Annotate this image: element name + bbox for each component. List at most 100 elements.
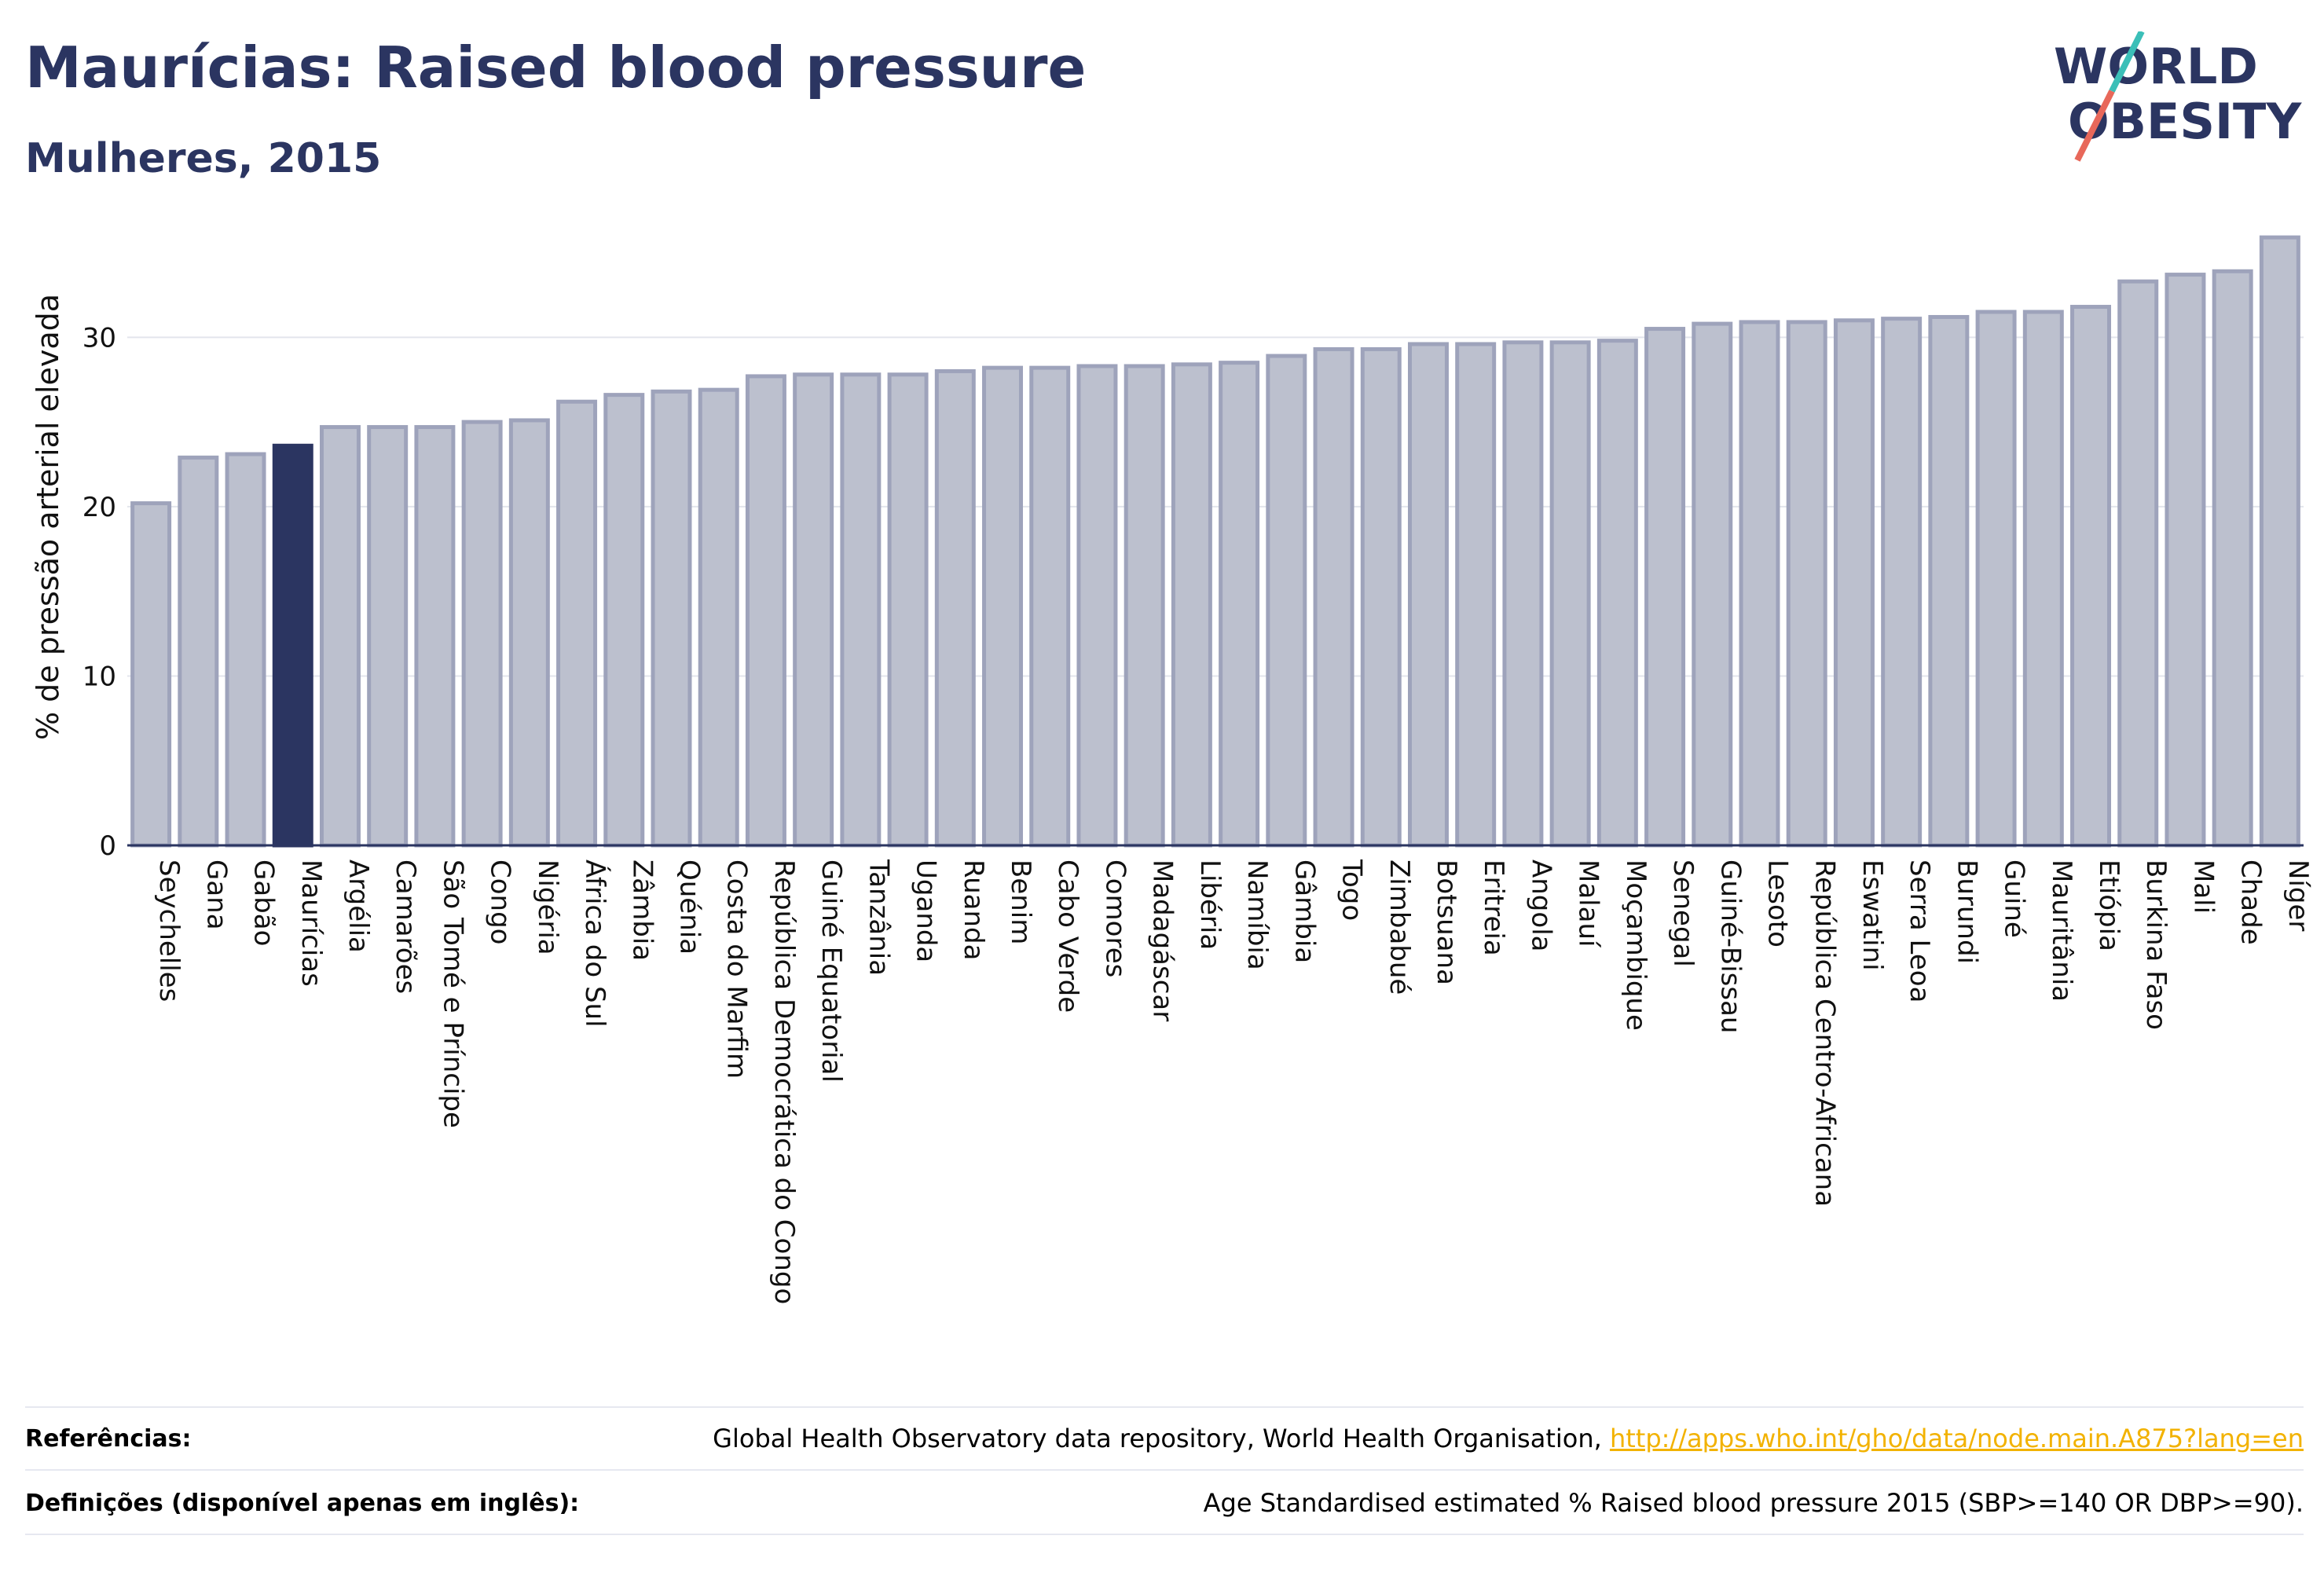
x-tick-label: Argélia — [343, 859, 374, 953]
bar — [1786, 320, 1827, 848]
x-tick-label: Gâmbia — [1288, 859, 1320, 963]
x-tick-label: Namíbia — [1241, 859, 1273, 970]
bar — [1881, 317, 1923, 848]
bar — [1407, 342, 1449, 848]
bar — [982, 365, 1024, 848]
x-tick-label: Congo — [485, 859, 516, 944]
x-tick-label: Lesoto — [1762, 859, 1794, 947]
bar — [1833, 318, 1875, 848]
x-tick-label: Togo — [1336, 859, 1368, 921]
bar — [1029, 365, 1071, 848]
x-tick-label: Eswatini — [1857, 859, 1888, 971]
x-tick-label: Zâmbia — [626, 859, 658, 961]
bar — [225, 452, 266, 848]
footer-divider-middle — [25, 1469, 2304, 1471]
x-tick-label: Malauí — [1573, 859, 1604, 948]
y-tick-label: 20 — [82, 492, 116, 523]
x-tick-label: África do Sul — [579, 859, 611, 1028]
x-tick-label: República Democrática do Congo — [768, 859, 800, 1304]
x-tick-label: Níger — [2282, 859, 2314, 931]
x-tick-label: Moçambique — [1620, 859, 1651, 1031]
x-tick-label: São Tomé e Príncipe — [437, 859, 468, 1128]
world-obesity-logo: WORLD OBESITY — [2054, 31, 2302, 162]
bar — [414, 425, 456, 848]
x-tick-label: Zimbabué — [1384, 859, 1415, 995]
bar — [1502, 340, 1544, 848]
x-tick-label: Gana — [200, 859, 232, 930]
bar — [508, 418, 550, 848]
x-tick-label: Cabo Verde — [1052, 859, 1083, 1013]
page-title: Maurícias: Raised blood pressure — [25, 35, 1087, 101]
bar — [1596, 339, 1638, 848]
bar — [934, 368, 976, 848]
page-subtitle: Mulheres, 2015 — [25, 135, 382, 182]
y-axis-label: % de pressão arterial elevada — [31, 294, 65, 740]
bar — [1928, 314, 1970, 848]
bar — [1692, 321, 1733, 848]
x-tick-label: Benim — [1005, 859, 1036, 944]
x-tick-label: Angola — [1525, 859, 1556, 951]
bar — [2022, 310, 2064, 848]
y-tick-label: 30 — [82, 322, 116, 354]
x-tick-label: Mauritânia — [2046, 859, 2077, 1002]
footer-divider-bottom — [25, 1534, 2304, 1535]
x-tick-label: Quénia — [674, 859, 706, 955]
x-tick-label: Seychelles — [153, 859, 185, 1002]
x-tick-label: Senegal — [1667, 859, 1699, 967]
x-tick-label: Maurícias — [295, 859, 327, 987]
references-link[interactable]: http://apps.who.int/gho/data/node.main.A… — [1609, 1424, 2304, 1453]
x-tick-label: Gabão — [248, 859, 280, 946]
x-tick-label: Etiópia — [2093, 859, 2124, 951]
definitions-text: Age Standardised estimated % Raised bloo… — [1203, 1488, 2304, 1518]
references-label: Referências: — [25, 1424, 192, 1453]
references-value: Global Health Observatory data repositor… — [713, 1424, 2304, 1453]
bar — [840, 372, 882, 848]
bar — [1644, 327, 1686, 848]
references-text: Global Health Observatory data repositor… — [713, 1424, 1602, 1453]
x-tick-label: Ruanda — [958, 859, 989, 960]
definitions-label: Definições (disponível apenas em inglês)… — [25, 1489, 580, 1517]
x-tick-label: Guiné — [1999, 859, 2030, 938]
bar — [2117, 279, 2159, 848]
x-tick-label: Serra Leoa — [1904, 859, 1935, 1002]
bar — [651, 389, 692, 848]
bar — [1076, 364, 1118, 848]
bar-chart: 0 10 20 30 % de pressão arterial elevada Seyc… — [31, 235, 2314, 1304]
bar — [1739, 320, 1780, 848]
x-tick-label: Botsuana — [1431, 859, 1462, 985]
bar — [272, 443, 313, 848]
bar — [1171, 362, 1212, 848]
references-row: Referências: Global Health Observatory d… — [25, 1411, 2304, 1466]
x-tick-label: Guiné Equatorial — [816, 859, 847, 1083]
bar — [2165, 273, 2206, 848]
bar — [1360, 346, 1402, 848]
bar — [1455, 342, 1497, 848]
x-tick-label: Comores — [1099, 859, 1131, 977]
x-tick-label: Madagáscar — [1147, 859, 1178, 1021]
bar — [603, 393, 645, 848]
logo-text-world: WORLD — [2054, 38, 2258, 95]
bar — [319, 425, 361, 848]
logo-slash-red — [2074, 90, 2115, 162]
x-tick-label: Guiné-Bissau — [1714, 859, 1746, 1033]
bar — [461, 420, 503, 848]
bar — [887, 372, 929, 848]
bar — [745, 374, 786, 848]
bar — [2259, 235, 2300, 848]
x-tick-label: Mali — [2187, 859, 2219, 914]
x-tick-label: República Centro-Africana — [1809, 859, 1841, 1207]
bar — [2212, 269, 2253, 848]
bar — [793, 372, 834, 848]
y-tick-label: 10 — [82, 661, 116, 692]
x-tick-label: Costa do Marfim — [721, 859, 753, 1079]
x-tick-label: Nigéria — [532, 859, 563, 955]
x-tick-label: Tanzânia — [863, 859, 894, 976]
x-tick-label: Camarões — [390, 859, 421, 994]
x-tick-label: Burundi — [1951, 859, 1982, 964]
x-tick-label: Uganda — [911, 859, 942, 962]
bar — [130, 501, 172, 848]
definitions-row: Definições (disponível apenas em inglês)… — [25, 1475, 2304, 1530]
footer-divider-top — [25, 1406, 2304, 1408]
x-tick-label: Eritreia — [1478, 859, 1509, 956]
bar — [1219, 361, 1260, 848]
